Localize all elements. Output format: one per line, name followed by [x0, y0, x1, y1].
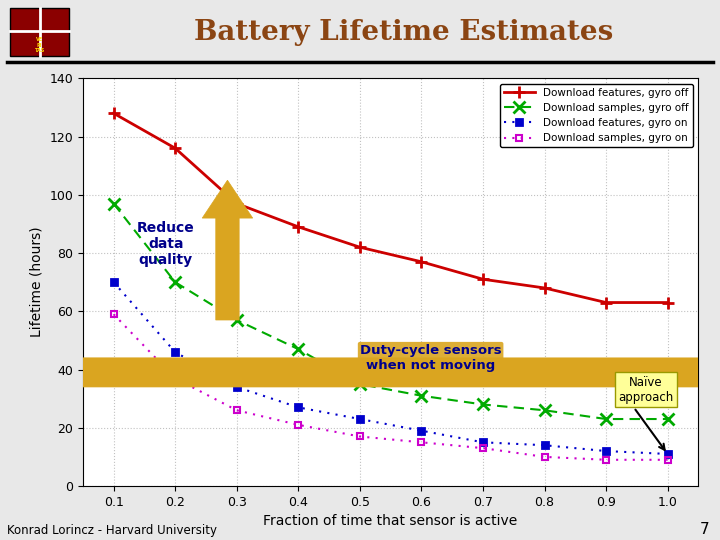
Download features, gyro on — [233, 384, 241, 390]
Download features, gyro off — [417, 259, 426, 265]
Download features, gyro on — [602, 448, 611, 454]
Download features, gyro on — [663, 451, 672, 457]
Download samples, gyro on — [417, 439, 426, 446]
Download features, gyro off — [479, 276, 487, 282]
Text: Reduce
data
quality: Reduce data quality — [137, 221, 195, 267]
Line: Download samples, gyro off: Download samples, gyro off — [108, 198, 673, 424]
Download features, gyro on — [356, 416, 364, 422]
Y-axis label: Lifetime (hours): Lifetime (hours) — [30, 227, 44, 338]
Download samples, gyro on — [171, 375, 179, 381]
Download features, gyro off — [233, 200, 241, 207]
Download samples, gyro on — [602, 456, 611, 463]
Download samples, gyro on — [109, 311, 118, 318]
Text: Battery Lifetime Estimates: Battery Lifetime Estimates — [194, 19, 613, 46]
Download features, gyro off — [171, 145, 179, 151]
Download features, gyro on — [417, 428, 426, 434]
Download samples, gyro off — [109, 200, 118, 207]
Download features, gyro on — [540, 442, 549, 448]
Download samples, gyro off — [663, 416, 672, 422]
Download features, gyro off — [663, 299, 672, 306]
Download samples, gyro off — [417, 393, 426, 399]
Download samples, gyro on — [233, 407, 241, 414]
Download samples, gyro off — [171, 279, 179, 285]
Text: 7: 7 — [700, 522, 709, 537]
Download samples, gyro off — [540, 407, 549, 414]
Download samples, gyro off — [356, 381, 364, 387]
FancyArrow shape — [0, 358, 720, 387]
Text: Naïve
approach: Naïve approach — [618, 376, 674, 404]
Text: Duty-cycle sensors
when not moving: Duty-cycle sensors when not moving — [360, 344, 501, 372]
Download samples, gyro on — [540, 454, 549, 460]
Download samples, gyro on — [294, 422, 302, 428]
FancyBboxPatch shape — [11, 8, 69, 56]
Download features, gyro on — [171, 349, 179, 355]
Line: Download features, gyro off: Download features, gyro off — [107, 107, 674, 309]
Legend: Download features, gyro off, Download samples, gyro off, Download features, gyro: Download features, gyro off, Download sa… — [500, 84, 693, 147]
Download samples, gyro off — [602, 416, 611, 422]
Download samples, gyro on — [356, 433, 364, 440]
Download features, gyro off — [294, 224, 302, 230]
Line: Download samples, gyro on: Download samples, gyro on — [110, 310, 671, 463]
Download features, gyro off — [356, 244, 364, 251]
Download features, gyro on — [109, 279, 118, 285]
Download samples, gyro on — [479, 445, 487, 451]
Line: Download features, gyro on: Download features, gyro on — [110, 279, 671, 457]
Download samples, gyro off — [233, 317, 241, 323]
X-axis label: Fraction of time that sensor is active: Fraction of time that sensor is active — [264, 514, 518, 528]
Download samples, gyro off — [294, 346, 302, 353]
FancyArrow shape — [202, 180, 253, 320]
Download samples, gyro on — [663, 456, 672, 463]
Text: VE
RI
TAS: VE RI TAS — [35, 37, 45, 53]
Download features, gyro on — [479, 439, 487, 446]
Download features, gyro off — [602, 299, 611, 306]
Download features, gyro off — [109, 110, 118, 117]
Text: Konrad Lorincz - Harvard University: Konrad Lorincz - Harvard University — [7, 524, 217, 537]
Download features, gyro off — [540, 285, 549, 291]
Download samples, gyro off — [479, 401, 487, 408]
Download features, gyro on — [294, 404, 302, 410]
